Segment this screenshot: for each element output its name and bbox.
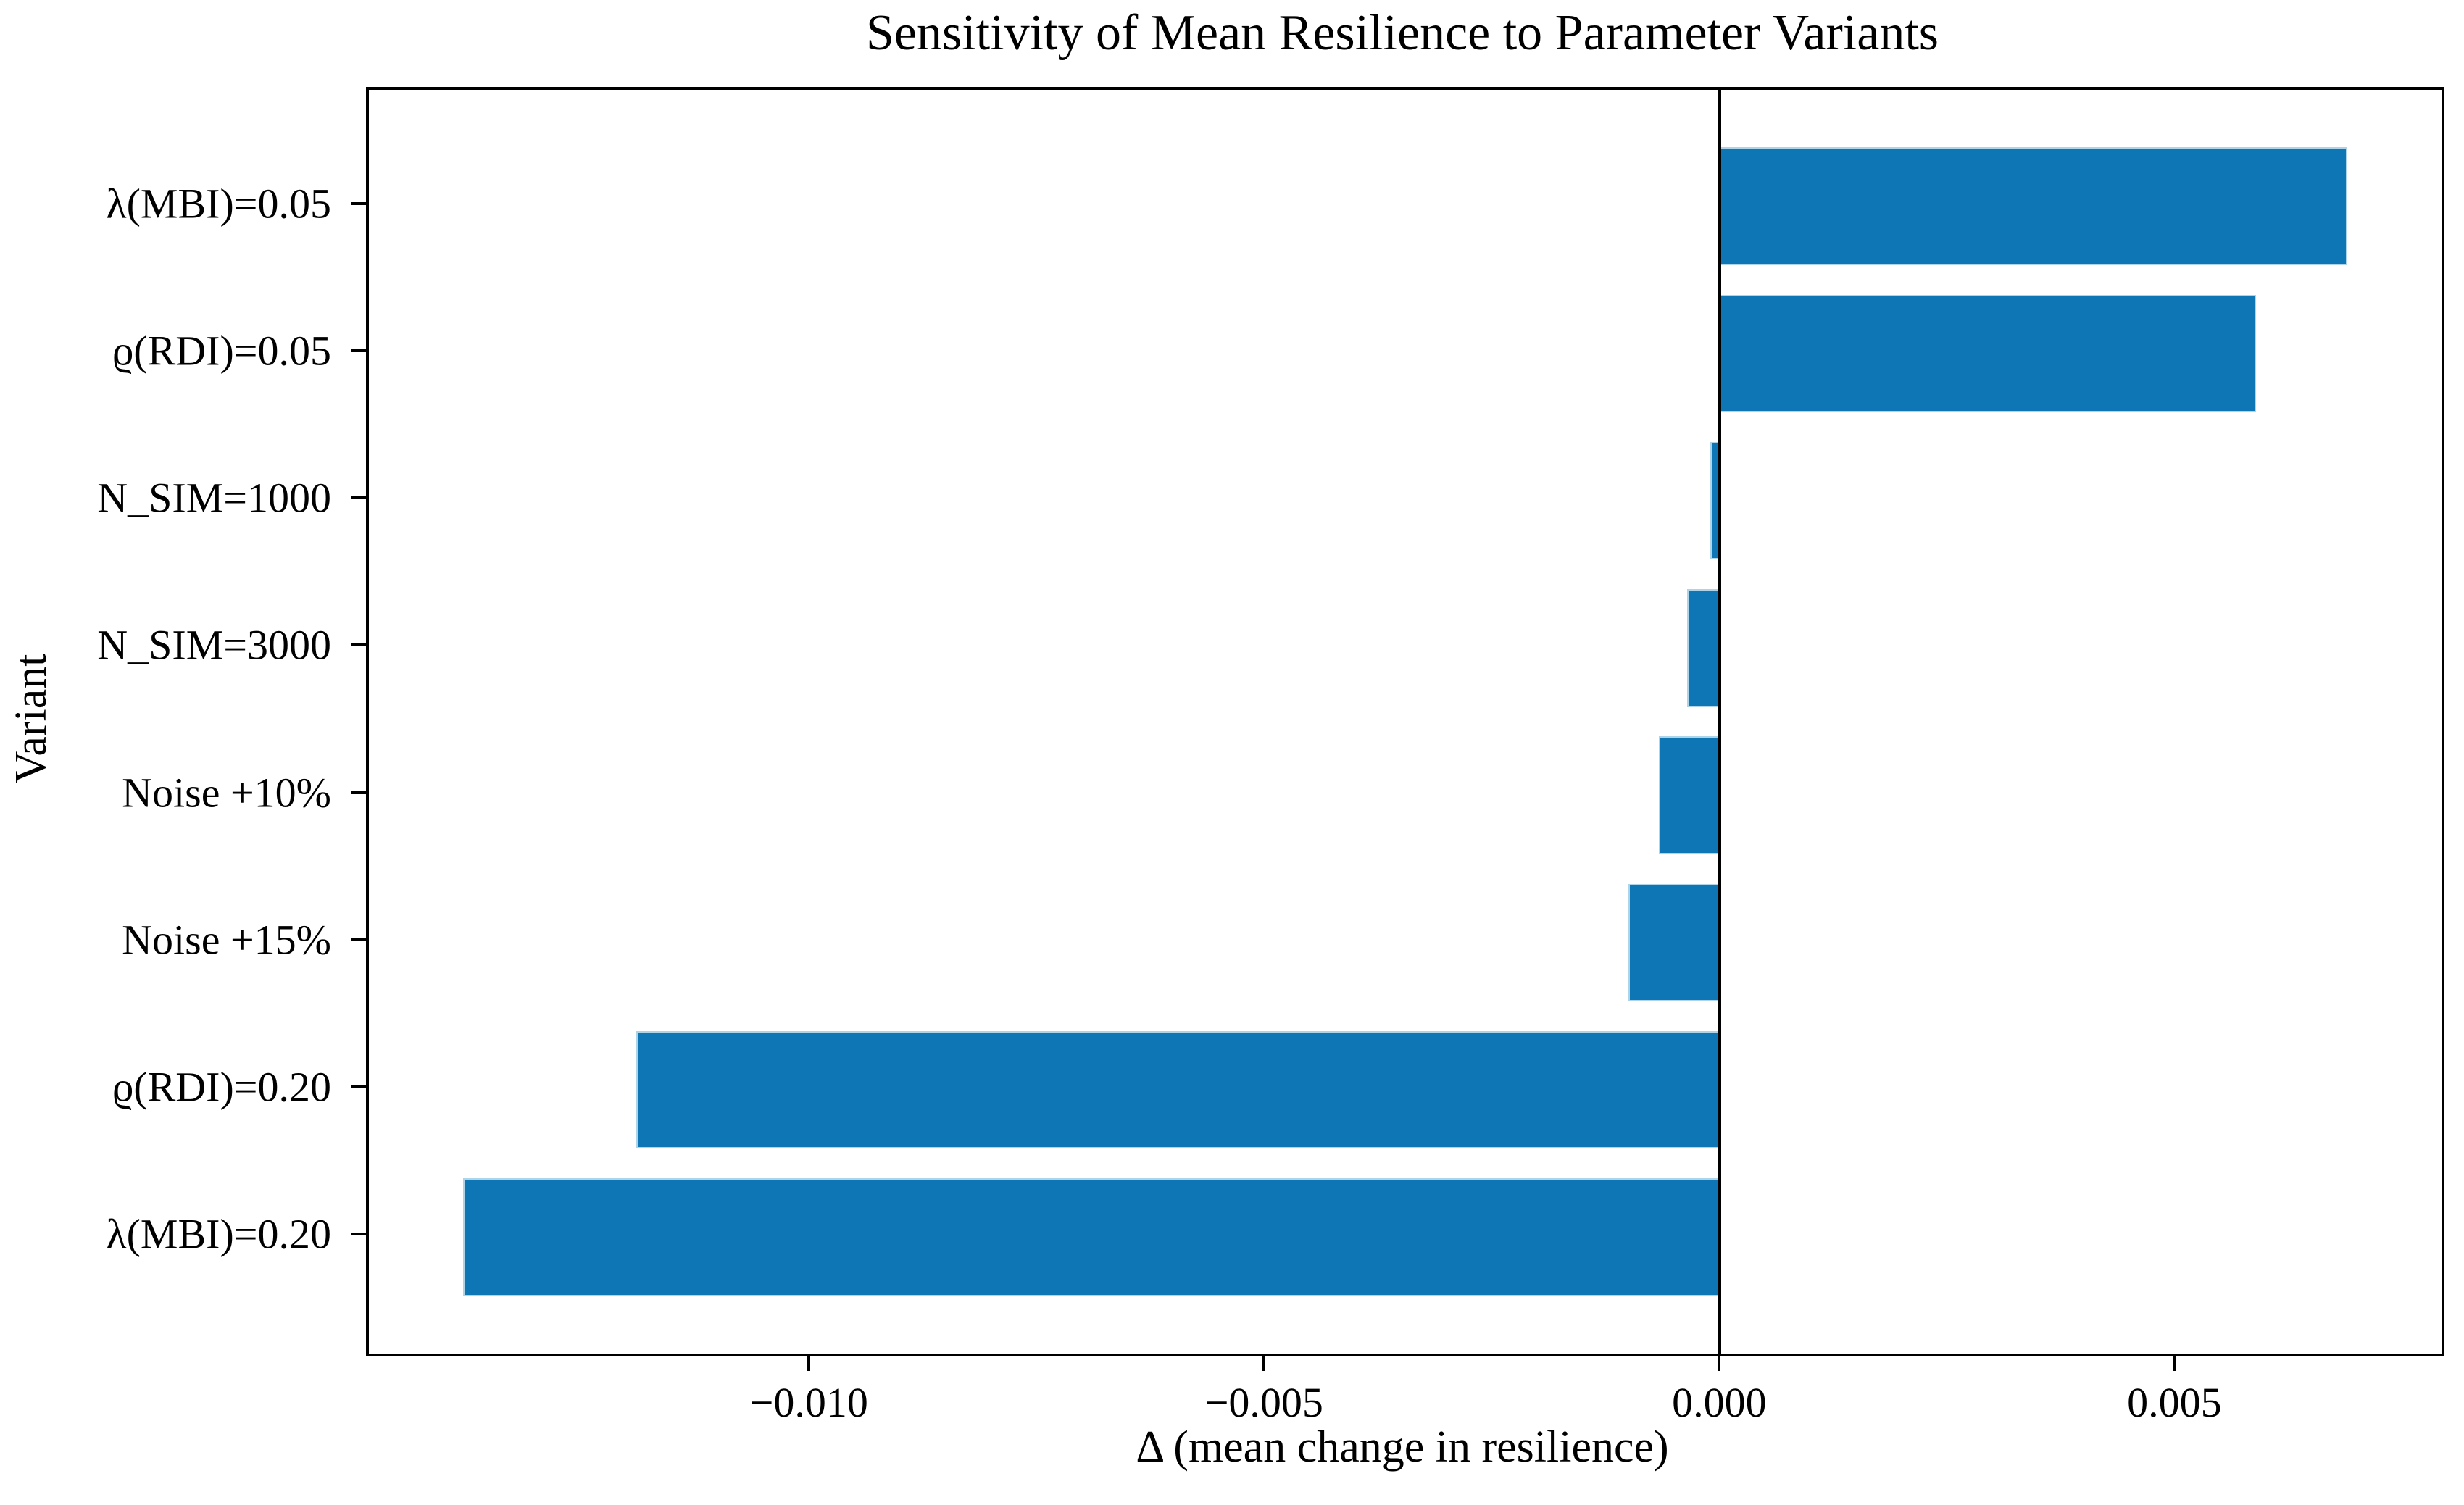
y-tick-mark bbox=[351, 791, 366, 794]
y-axis-label: Variant bbox=[7, 654, 56, 784]
y-tick-mark bbox=[351, 938, 366, 941]
bar bbox=[1659, 736, 1720, 854]
y-tick-label: N_SIM=1000 bbox=[97, 474, 331, 522]
y-tick-label: λ(MBI)=0.05 bbox=[106, 180, 331, 228]
y-tick-mark bbox=[351, 201, 366, 205]
zero-line bbox=[1717, 90, 1721, 1354]
x-axis-label: Δ (mean change in resilience) bbox=[1136, 1422, 1669, 1472]
bar bbox=[636, 1030, 1720, 1149]
y-tick-label: Noise +10% bbox=[122, 769, 331, 817]
plot-area bbox=[366, 87, 2444, 1356]
x-tick-mark bbox=[2173, 1356, 2176, 1371]
y-tick-label: ϱ(RDI)=0.05 bbox=[112, 327, 331, 375]
bar bbox=[1719, 147, 2347, 265]
x-tick-label: 0.005 bbox=[2127, 1379, 2222, 1426]
y-tick-label: λ(MBI)=0.20 bbox=[106, 1210, 331, 1258]
bar bbox=[1628, 883, 1720, 1002]
y-tick-mark bbox=[351, 349, 366, 352]
chart-title: Sensitivity of Mean Resilience to Parame… bbox=[865, 5, 1939, 61]
y-tick-mark bbox=[351, 1085, 366, 1089]
bar bbox=[1719, 294, 2257, 413]
bar bbox=[463, 1178, 1720, 1296]
x-tick-mark bbox=[1718, 1356, 1721, 1371]
x-tick-label: −0.005 bbox=[1204, 1379, 1323, 1426]
y-tick-mark bbox=[351, 1233, 366, 1236]
y-tick-mark bbox=[351, 496, 366, 500]
x-tick-label: 0.000 bbox=[1672, 1379, 1767, 1426]
y-tick-mark bbox=[351, 643, 366, 647]
bar bbox=[1687, 589, 1720, 707]
y-tick-label: ϱ(RDI)=0.20 bbox=[112, 1063, 331, 1111]
x-tick-mark bbox=[807, 1356, 811, 1371]
x-tick-label: −0.010 bbox=[749, 1379, 868, 1426]
y-tick-label: Noise +15% bbox=[122, 916, 331, 964]
y-tick-label: N_SIM=3000 bbox=[97, 621, 331, 669]
x-tick-mark bbox=[1262, 1356, 1266, 1371]
